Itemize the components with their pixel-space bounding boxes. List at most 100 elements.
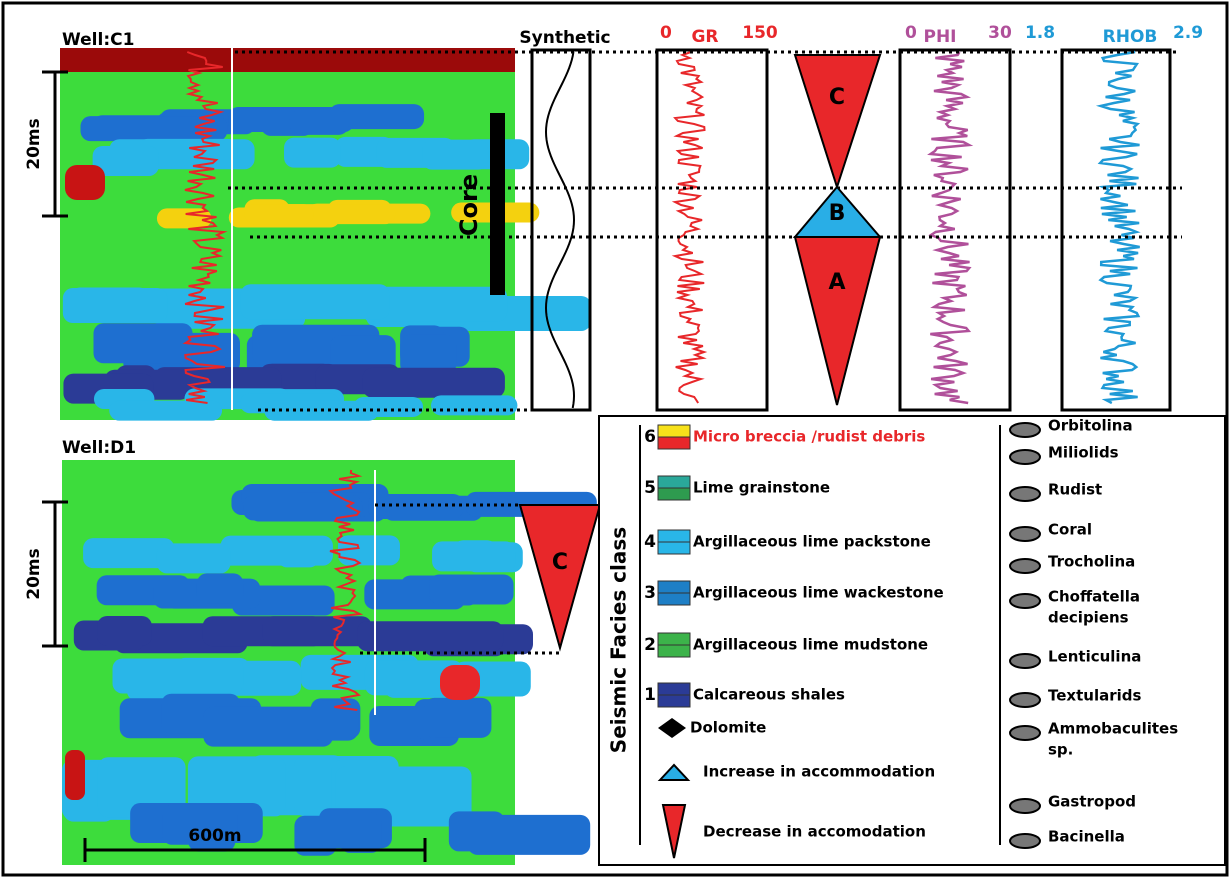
log-min: 1.8 bbox=[1025, 23, 1055, 43]
time-scale-label: 20ms bbox=[24, 548, 44, 600]
facies-swatch bbox=[658, 645, 690, 657]
facies-class: 5 bbox=[644, 478, 656, 498]
sequence-label: C bbox=[552, 550, 568, 575]
seismic-body bbox=[440, 665, 480, 700]
sequence-label: C bbox=[829, 85, 845, 110]
seismic-body bbox=[422, 140, 488, 170]
well-label: Well:C1 bbox=[62, 30, 134, 50]
facies-class: 1 bbox=[644, 685, 656, 705]
fossil-label: Choffatella bbox=[1048, 588, 1140, 606]
facies-swatch bbox=[658, 425, 690, 437]
scale-bar-label: 600m bbox=[188, 826, 241, 846]
facies-label: Argillaceous lime packstone bbox=[693, 533, 931, 551]
facies-swatch bbox=[658, 633, 690, 645]
facies-label: Lime grainstone bbox=[693, 479, 830, 497]
log-title: Synthetic bbox=[519, 28, 610, 48]
fossil-icon bbox=[1010, 654, 1040, 668]
fossil-label: Trocholina bbox=[1048, 553, 1135, 571]
core-label: Core bbox=[455, 174, 483, 236]
facies-swatch bbox=[658, 476, 690, 488]
seismic-body bbox=[245, 204, 314, 224]
symbol-label: Decrease in accomodation bbox=[703, 823, 926, 841]
fossil-icon bbox=[1010, 799, 1040, 813]
seismic-body bbox=[284, 138, 341, 168]
facies-swatch bbox=[658, 488, 690, 500]
facies-class: 3 bbox=[644, 583, 656, 603]
fossil-label: Gastropod bbox=[1048, 793, 1136, 811]
log-max: 150 bbox=[742, 23, 778, 43]
facies-swatch bbox=[658, 695, 690, 707]
fossil-icon bbox=[1010, 423, 1040, 437]
time-scale-label: 20ms bbox=[24, 118, 44, 170]
fossil-label: sp. bbox=[1048, 741, 1073, 759]
fossil-icon bbox=[1010, 487, 1040, 501]
seismic-body bbox=[93, 323, 192, 363]
log-title: PHI bbox=[923, 27, 956, 47]
facies-swatch bbox=[658, 437, 690, 449]
fossil-label: Lenticulina bbox=[1048, 648, 1141, 666]
log-title: GR bbox=[691, 27, 718, 47]
sequence-label: B bbox=[829, 201, 846, 226]
seismic-body bbox=[424, 698, 491, 738]
fossil-label: Textularids bbox=[1048, 687, 1141, 705]
fossil-icon bbox=[1010, 594, 1040, 608]
legend-title: Seismic Facies class bbox=[607, 527, 631, 753]
facies-swatch bbox=[658, 530, 690, 542]
seismic-body bbox=[241, 284, 390, 319]
facies-swatch bbox=[658, 683, 690, 695]
log-title: RHOB bbox=[1103, 27, 1158, 47]
fossil-icon bbox=[1010, 693, 1040, 707]
well-label: Well:D1 bbox=[62, 438, 136, 458]
seismic-body bbox=[263, 616, 372, 646]
seismic-body bbox=[432, 541, 515, 571]
figure: C B A C Core Well:C1 Well:D1 20ms 20ms 6… bbox=[0, 0, 1230, 878]
seismic-body bbox=[429, 574, 514, 604]
facies-label: Calcareous shales bbox=[693, 686, 845, 704]
symbol-label: Increase in accommodation bbox=[703, 763, 935, 781]
seismic-body bbox=[63, 288, 167, 323]
seismic-body bbox=[65, 750, 85, 800]
seismic-body bbox=[449, 811, 505, 851]
seismic-section-c1 bbox=[60, 48, 591, 421]
seismic-body bbox=[197, 573, 244, 603]
facies-label: Argillaceous lime mudstone bbox=[693, 636, 928, 654]
facies-swatch bbox=[658, 593, 690, 605]
fossil-label: Rudist bbox=[1048, 481, 1102, 499]
fossil-label: decipiens bbox=[1048, 609, 1129, 627]
log-max: 2.9 bbox=[1173, 23, 1203, 43]
fossil-icon bbox=[1010, 527, 1040, 541]
log-min: 0 bbox=[660, 23, 672, 43]
facies-label: Argillaceous lime wackestone bbox=[693, 584, 944, 602]
log-min: 0 bbox=[905, 23, 917, 43]
facies-class: 6 bbox=[644, 427, 656, 447]
fossil-label: Ammobaculites bbox=[1048, 720, 1178, 738]
fossil-label: Miliolids bbox=[1048, 444, 1119, 462]
sequence-label: A bbox=[828, 270, 845, 295]
seismic-body bbox=[65, 165, 105, 200]
symbol-label: Dolomite bbox=[690, 719, 766, 737]
fossil-label: Bacinella bbox=[1048, 828, 1125, 846]
facies-class: 2 bbox=[644, 635, 656, 655]
seismic-body bbox=[338, 535, 400, 565]
seismic-body bbox=[357, 621, 503, 651]
seismic-body bbox=[289, 110, 348, 135]
facies-swatch bbox=[658, 542, 690, 554]
fossil-icon bbox=[1010, 726, 1040, 740]
seismic-body bbox=[97, 616, 152, 646]
fossil-label: Orbitolina bbox=[1048, 417, 1133, 435]
seismic-body bbox=[363, 368, 505, 398]
fossil-icon bbox=[1010, 559, 1040, 573]
facies-swatch bbox=[658, 581, 690, 593]
log-max: 30 bbox=[988, 23, 1012, 43]
seismic-body bbox=[157, 543, 231, 573]
facies-label: Micro breccia /rudist debris bbox=[693, 428, 925, 446]
fossil-label: Coral bbox=[1048, 521, 1092, 539]
facies-class: 4 bbox=[644, 532, 656, 552]
seismic-body bbox=[431, 395, 517, 415]
core-bar bbox=[490, 113, 505, 295]
seismic-body bbox=[113, 658, 244, 693]
fossil-icon bbox=[1010, 450, 1040, 464]
seismic-body bbox=[221, 536, 333, 566]
seismic-body bbox=[340, 813, 381, 853]
seismic-body bbox=[153, 578, 197, 608]
